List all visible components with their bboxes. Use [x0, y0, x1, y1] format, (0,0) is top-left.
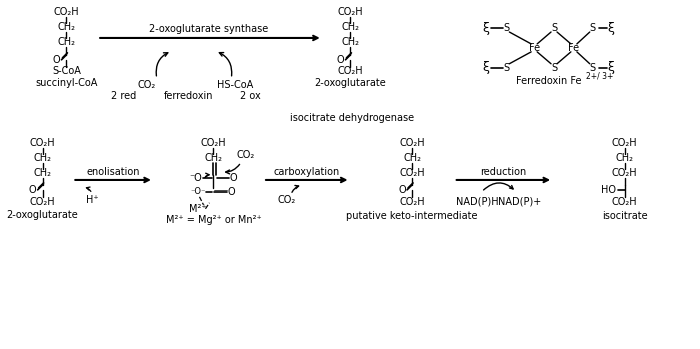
- Text: O: O: [230, 173, 237, 183]
- Text: ξ: ξ: [482, 61, 489, 74]
- Text: ξ: ξ: [607, 61, 614, 74]
- Text: CO₂H: CO₂H: [612, 138, 637, 148]
- Text: S: S: [503, 63, 510, 73]
- Text: CO₂H: CO₂H: [30, 197, 55, 207]
- Text: CH₂: CH₂: [57, 37, 76, 47]
- Text: O: O: [52, 55, 60, 65]
- Text: CO₂: CO₂: [278, 195, 296, 205]
- Text: CH₂: CH₂: [342, 22, 359, 32]
- Text: CO₂H: CO₂H: [399, 197, 425, 207]
- Text: ferredoxin: ferredoxin: [164, 90, 214, 101]
- Text: 2-oxoglutarate synthase: 2-oxoglutarate synthase: [149, 24, 268, 34]
- Text: CO₂H: CO₂H: [399, 168, 425, 178]
- Text: CO₂H: CO₂H: [54, 7, 79, 17]
- Text: succinyl-CoA: succinyl-CoA: [35, 77, 97, 88]
- Text: Fe: Fe: [528, 43, 540, 53]
- Text: CO₂H: CO₂H: [612, 197, 637, 207]
- Text: 2-oxoglutarate: 2-oxoglutarate: [7, 210, 78, 220]
- Text: S: S: [589, 23, 596, 33]
- Text: CH₂: CH₂: [342, 37, 359, 47]
- Text: putative keto-intermediate: putative keto-intermediate: [346, 211, 478, 221]
- Text: CO₂H: CO₂H: [612, 168, 637, 178]
- Text: CO₂: CO₂: [138, 80, 156, 90]
- Text: 2 red: 2 red: [111, 90, 136, 101]
- Text: ξ: ξ: [482, 22, 489, 35]
- Text: CO₂H: CO₂H: [201, 138, 226, 148]
- Text: CO₂H: CO₂H: [399, 138, 425, 148]
- Text: isocitrate dehydrogenase: isocitrate dehydrogenase: [290, 113, 414, 124]
- Text: enolisation: enolisation: [86, 167, 140, 177]
- Text: isocitrate: isocitrate: [602, 211, 648, 221]
- Text: CH₂: CH₂: [34, 168, 52, 178]
- Text: HO: HO: [601, 185, 616, 195]
- Text: CO₂H: CO₂H: [337, 7, 363, 17]
- Text: ⁻O⁻: ⁻O⁻: [191, 187, 206, 196]
- Text: H⁺: H⁺: [86, 195, 99, 205]
- Text: S: S: [503, 23, 510, 33]
- Text: 2 ox: 2 ox: [240, 90, 260, 101]
- Text: M²⁺: M²⁺: [189, 204, 206, 214]
- Text: M²⁺ = Mg²⁺ or Mn²⁺: M²⁺ = Mg²⁺ or Mn²⁺: [165, 215, 261, 225]
- Text: Fe: Fe: [568, 43, 580, 53]
- Text: NAD(P)H: NAD(P)H: [456, 197, 499, 207]
- Text: CO₂H: CO₂H: [337, 66, 363, 76]
- Text: CO₂H: CO₂H: [30, 138, 55, 148]
- Text: carboxylation: carboxylation: [274, 167, 340, 177]
- Text: O: O: [228, 187, 235, 197]
- Text: S: S: [551, 23, 557, 33]
- Text: reduction: reduction: [480, 167, 526, 177]
- Text: O: O: [337, 55, 344, 65]
- Text: O: O: [29, 185, 36, 195]
- Text: Ferredoxin Fe: Ferredoxin Fe: [517, 76, 582, 86]
- Text: CH₂: CH₂: [403, 153, 421, 163]
- Text: CH₂: CH₂: [34, 153, 52, 163]
- Text: CO₂: CO₂: [236, 150, 254, 160]
- Text: CH₂: CH₂: [204, 153, 223, 163]
- Text: CH₂: CH₂: [615, 153, 634, 163]
- Text: S: S: [551, 63, 557, 73]
- Text: O: O: [398, 185, 406, 195]
- Text: ξ: ξ: [607, 22, 614, 35]
- Text: S: S: [589, 63, 596, 73]
- Text: 2-oxoglutarate: 2-oxoglutarate: [314, 77, 386, 88]
- Text: NAD(P)+: NAD(P)+: [498, 197, 541, 207]
- Text: 2+/ 3+: 2+/ 3+: [586, 71, 613, 80]
- Text: S-CoA: S-CoA: [52, 66, 81, 76]
- Text: CH₂: CH₂: [57, 22, 76, 32]
- Text: HS-CoA: HS-CoA: [217, 80, 253, 90]
- Text: ⁻O: ⁻O: [189, 173, 202, 183]
